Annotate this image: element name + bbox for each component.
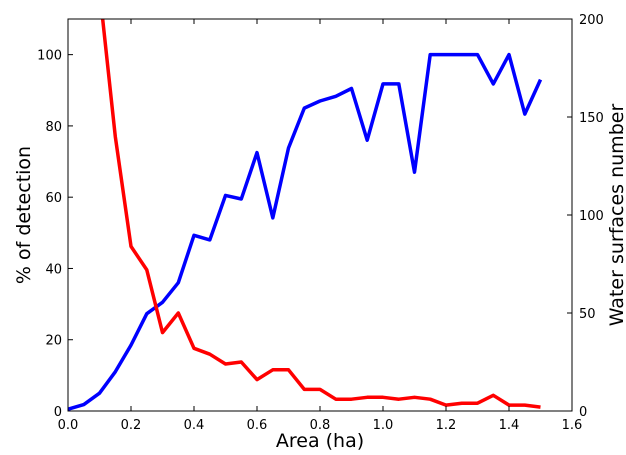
- series-line-red: [100, 19, 541, 409]
- x-tick-label: 1.6: [562, 418, 583, 433]
- x-tick-label: 1.2: [436, 418, 457, 433]
- y-left-tick-label: 40: [45, 262, 62, 277]
- y-right-tick-label: 100: [579, 209, 604, 224]
- y-left-tick-label: 60: [45, 191, 62, 206]
- y-axis-left-title: % of detection: [13, 146, 35, 284]
- x-tick-label: 0.0: [58, 418, 79, 433]
- x-axis-title: Area (ha): [276, 430, 364, 452]
- x-tick-label: 1.4: [499, 418, 520, 433]
- y-left-tick-label: 80: [45, 120, 62, 135]
- x-tick-label: 0.8: [310, 418, 331, 433]
- x-tick-label: 0.6: [247, 418, 268, 433]
- axis-layer: 0.0 0.2 0.4 0.6 0.8 1.0 1.2 1.4 1.60204060801000…: [37, 13, 604, 433]
- series-layer: [68, 19, 543, 411]
- y-right-tick-label: 50: [579, 307, 596, 322]
- y-right-tick-label: 150: [579, 111, 604, 126]
- y-left-tick-label: 0: [54, 405, 62, 420]
- x-tick-label: 0.4: [184, 418, 205, 433]
- y-right-tick-label: 0: [579, 405, 587, 420]
- y-left-tick-label: 100: [37, 49, 62, 64]
- x-tick-label: 1.0: [373, 418, 394, 433]
- x-tick-label: 0.2: [121, 418, 142, 433]
- series-line-blue: [68, 52, 543, 411]
- y-right-tick-label: 200: [579, 13, 604, 28]
- y-left-tick-label: 20: [45, 334, 62, 349]
- y-axis-right-title: Water surfaces number: [606, 104, 626, 327]
